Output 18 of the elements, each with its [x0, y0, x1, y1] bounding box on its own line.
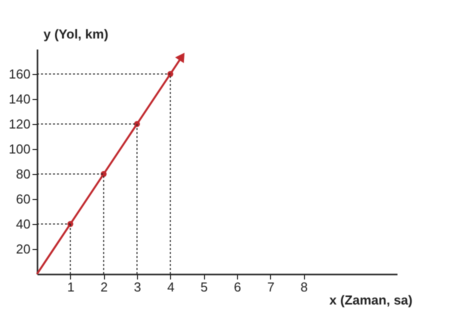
x-tick-label: 7 [267, 280, 274, 294]
y-tick-label: 40 [16, 216, 30, 232]
x-tick-label: 8 [300, 280, 308, 294]
y-tick-label: 60 [16, 192, 30, 206]
y-tick-label: 80 [16, 166, 30, 182]
y-tick-label: 100 [8, 142, 30, 156]
y-axis-title: y (Yol, km) [44, 26, 108, 42]
y-tick-label: 20 [16, 242, 30, 256]
y-tick-label: 140 [8, 92, 30, 106]
x-tick-label: 4 [167, 280, 174, 294]
x-tick-label: 5 [200, 280, 208, 294]
y-tick-label: 160 [8, 66, 30, 82]
x-axis-title: x (Zaman, sa) [329, 292, 412, 308]
y-tick-label: 120 [8, 116, 30, 132]
x-tick-label: 6 [234, 280, 242, 294]
x-tick-label: 3 [134, 280, 142, 294]
x-tick-label: 2 [100, 280, 108, 294]
x-tick-label: 1 [67, 280, 74, 294]
